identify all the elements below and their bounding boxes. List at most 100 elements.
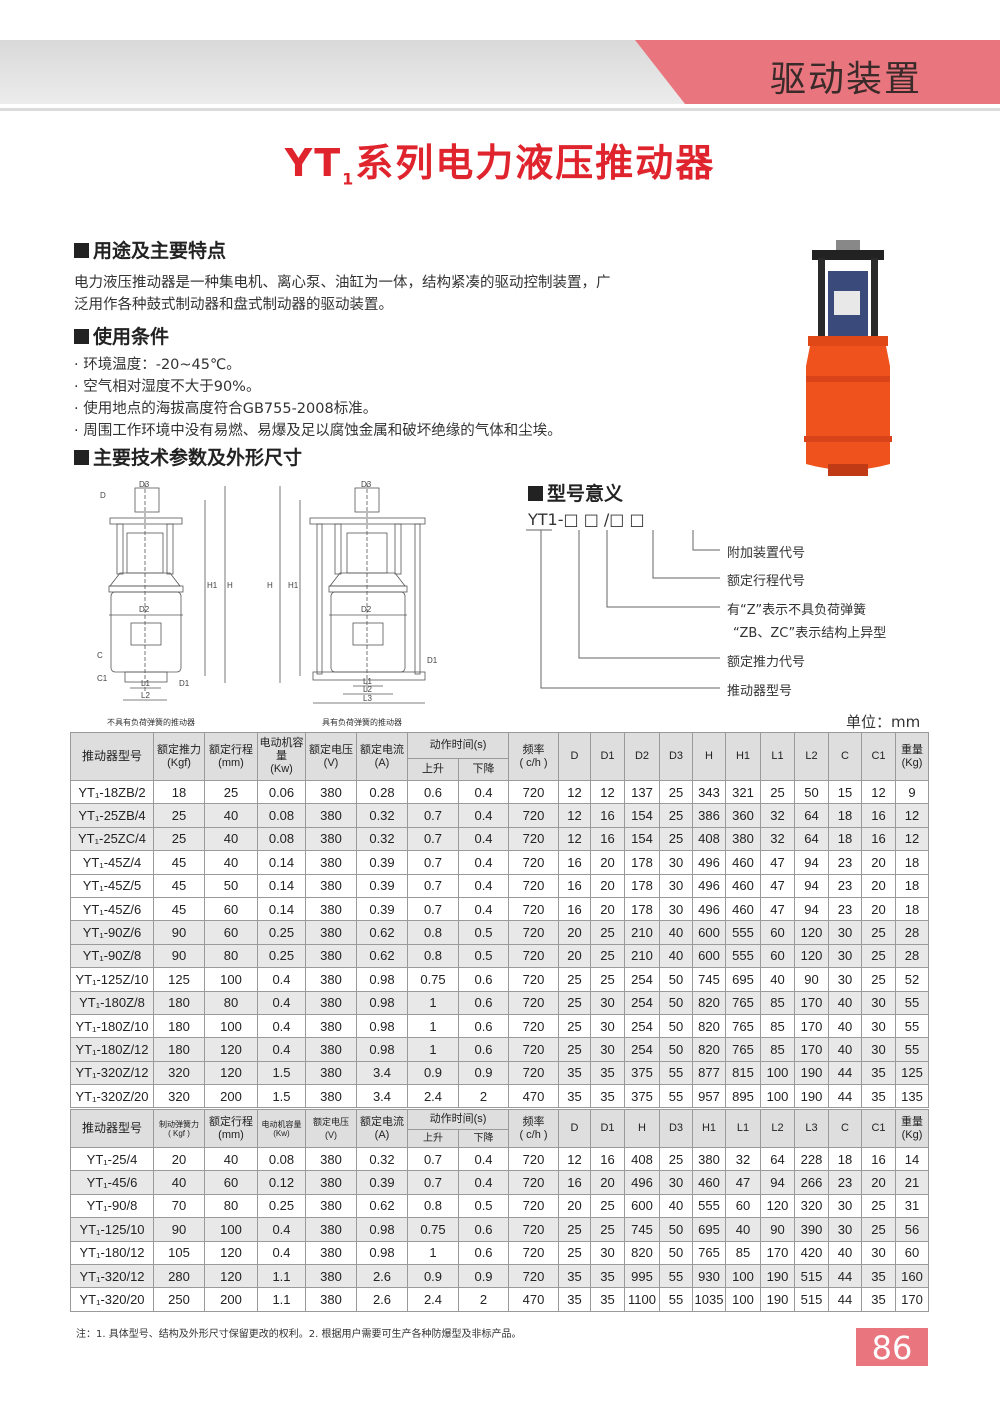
table-cell: 40: [828, 990, 863, 1015]
table-cell: 90: [153, 920, 205, 945]
th-l1: L1: [760, 732, 796, 781]
table-cell: 1: [407, 1037, 459, 1062]
table-cell: 0.25: [257, 920, 306, 945]
table-cell: 120: [204, 1037, 258, 1062]
table-cell: 120: [204, 1263, 258, 1289]
cell-model: YT₁-45Z/5: [70, 873, 154, 898]
table-cell: 0.39: [356, 1170, 408, 1195]
table-cell: 745: [624, 1217, 661, 1242]
table-cell: 25: [153, 803, 205, 828]
table-cell: 55: [895, 1013, 930, 1039]
table-cell: 0.25: [257, 1193, 306, 1219]
table-cell: 515: [794, 1263, 830, 1289]
table-cell: 0.14: [257, 873, 306, 898]
table-cell: 178: [624, 850, 661, 875]
table-cell: 0.75: [407, 967, 459, 992]
cell-model: YT₁-180Z/8: [70, 990, 154, 1015]
table-cell: 0.14: [257, 896, 306, 922]
table-cell: 85: [760, 1037, 796, 1062]
table-cell: 1: [407, 1013, 459, 1039]
table-cell: 460: [725, 873, 762, 898]
th-c: C: [828, 732, 863, 781]
table-cell: 30: [828, 920, 863, 945]
table-cell: 1.1: [257, 1287, 306, 1312]
table-cell: 380: [305, 1037, 357, 1062]
table-cell: 0.6: [457, 1217, 510, 1242]
table-cell: 35: [558, 1263, 592, 1289]
table-cell: 720: [508, 850, 560, 875]
table-cell: 1: [407, 990, 459, 1015]
table-row: YT₁-25/4 20 40 0.08 380 0.32 0.7 0.4 720 12 16 408 2…: [70, 1146, 930, 1172]
table-row: YT₁-45Z/5 45 50 0.14 380 0.39 0.7 0.4 720 16 20 178…: [70, 873, 930, 898]
heading-model-meaning: 型号意义: [528, 479, 623, 506]
table-cell: 600: [692, 943, 727, 969]
table-cell: 380: [305, 990, 357, 1015]
table-cell: 695: [725, 967, 762, 992]
cell-model: YT₁-320/20: [70, 1287, 154, 1312]
th-stroke: 额定行程 (mm): [204, 732, 258, 781]
table-cell: 254: [624, 967, 661, 992]
table-cell: 12: [895, 826, 930, 852]
table-cell: 877: [692, 1060, 727, 1086]
table-cell: 0.9: [407, 1060, 459, 1086]
table-cell: 16: [558, 896, 592, 922]
table-cell: 16: [558, 873, 592, 898]
table-cell: 815: [725, 1060, 762, 1086]
table-cell: 20: [590, 850, 626, 875]
table-cell: 200: [204, 1084, 258, 1109]
table-cell: 23: [828, 850, 863, 875]
table-cell: 2.4: [407, 1084, 459, 1109]
table-row: YT₁-125/10 90 100 0.4 380 0.98 0.75 0.6 720 25 25 7…: [70, 1217, 930, 1242]
table-cell: 555: [725, 943, 762, 969]
th-current: 额定电流 (A): [356, 732, 408, 781]
table-cell: 32: [725, 1146, 762, 1172]
table-row: YT₁-180/12 105 120 0.4 380 0.98 1 0.6 720 25 30 820…: [70, 1240, 930, 1265]
th-c: C: [828, 1109, 863, 1148]
table-cell: 12: [558, 1146, 592, 1172]
table-cell: 1035: [692, 1287, 727, 1312]
footnote: 注：1. 具体型号、结构及外形尺寸保留更改的权利。2. 根据用户需要可生产各种防…: [76, 1329, 522, 1340]
table-cell: 496: [624, 1170, 661, 1195]
table-cell: 820: [692, 1037, 727, 1062]
table-cell: 47: [725, 1170, 762, 1195]
table-cell: 0.98: [356, 1037, 408, 1062]
table-cell: 25: [558, 1013, 592, 1039]
table-cell: 720: [508, 967, 560, 992]
table-cell: 60: [760, 943, 796, 969]
model-label: 附加装置代号: [727, 546, 806, 561]
table-cell: 100: [204, 967, 258, 992]
table-cell: 600: [624, 1193, 661, 1219]
table-cell: 0.7: [407, 1146, 459, 1172]
table-cell: 50: [659, 1240, 694, 1265]
table-cell: 35: [558, 1287, 592, 1312]
th-freq: 频率( c/h ): [508, 732, 560, 781]
table-cell: 995: [624, 1263, 661, 1289]
spec-table-with-spring: 推动器型号 制动弹簧力( Kgf ) 额定行程 (mm) 电动机容量 (Kw) 额定…: [70, 1109, 930, 1312]
table-cell: 18: [153, 779, 205, 805]
th-weight: 重量 (Kg): [895, 1109, 930, 1148]
table-cell: 254: [624, 1013, 661, 1039]
table-cell: 0.32: [356, 803, 408, 828]
table-cell: 895: [725, 1084, 762, 1109]
table-cell: 60: [895, 1240, 930, 1265]
table-cell: 0.4: [457, 779, 510, 805]
table-row: YT₁-25ZB/4 25 40 0.08 380 0.32 0.7 0.4 720 12 16 15…: [70, 803, 930, 828]
table-cell: 12: [558, 826, 592, 852]
table-cell: 120: [794, 943, 830, 969]
table-cell: 125: [153, 967, 205, 992]
product-photo: [804, 240, 892, 476]
table-cell: 25: [861, 943, 897, 969]
table-cell: 386: [692, 803, 727, 828]
table-row: YT₁-45/6 40 60 0.12 380 0.39 0.7 0.4 720 16 20 496 3…: [70, 1170, 930, 1195]
th-l2: L2: [794, 732, 830, 781]
th-freq: 频率( c/h ): [508, 1109, 560, 1148]
cell-model: YT₁-180Z/12: [70, 1037, 154, 1062]
table-cell: 360: [725, 803, 762, 828]
table-cell: 254: [624, 1037, 661, 1062]
table-cell: 30: [861, 1240, 897, 1265]
table-cell: 0.4: [457, 803, 510, 828]
th-voltage: 额定电压 (V): [305, 732, 357, 781]
label-l2: L2: [141, 691, 150, 700]
table-cell: 28: [895, 943, 930, 969]
table-cell: 44: [828, 1084, 863, 1109]
